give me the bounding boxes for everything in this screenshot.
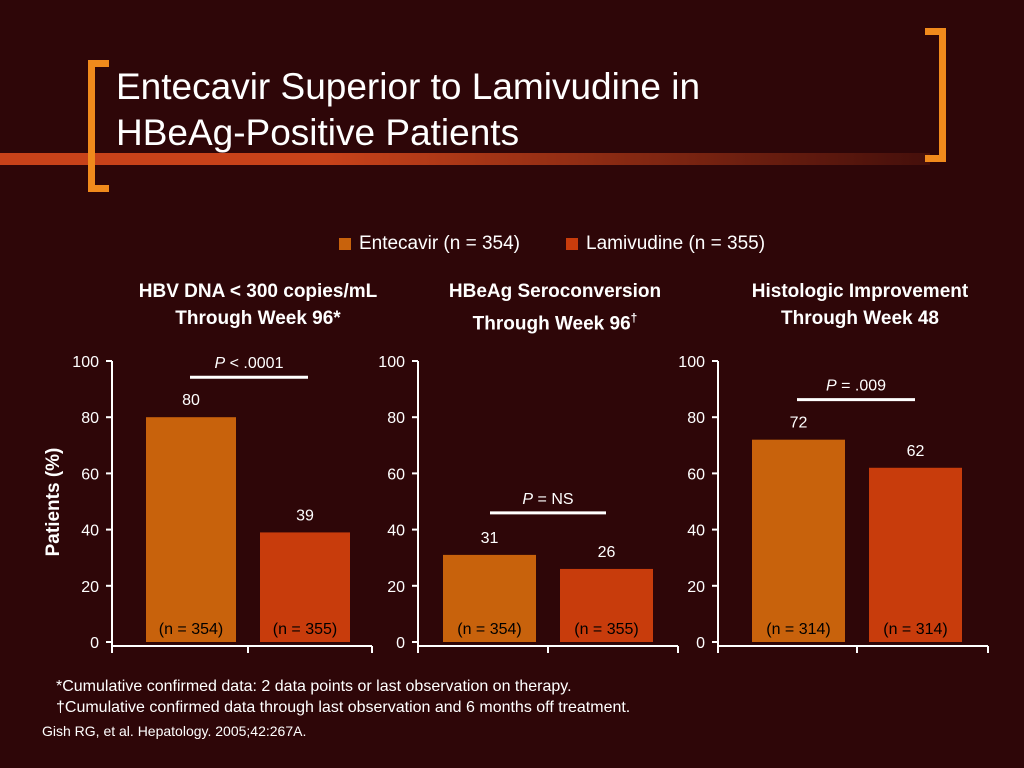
legend-label-lamivudine: Lamivudine (n = 355) [586,233,766,254]
legend-item-entecavir: Entecavir (n = 354) [338,233,521,255]
chart-2-bar-2-n-label: (n = 355) [574,621,638,638]
chart-3-bar-2-value-label: 62 [907,443,925,460]
right-bracket-decoration [925,28,946,162]
slide-title-line2: HBeAg-Positive Patients [116,112,520,153]
chart-2-y-tick-label-40: 40 [387,523,405,540]
chart-2-bar-2-value-label: 26 [598,544,616,561]
chart-1-p-value-symbol: P [215,355,226,372]
chart-2-y-tick-label-60: 60 [387,466,405,483]
footnote-1: *Cumulative confirmed data: 2 data point… [56,678,572,695]
legend-item-lamivudine: Lamivudine (n = 355) [566,233,765,255]
chart-2-p-value-label: P = NS [522,491,573,508]
chart-2-p-value-symbol: P [522,491,533,508]
chart-3-y-tick-label-20: 20 [687,579,705,596]
chart-1-bar-1-value-label: 80 [182,392,200,409]
chart-3-y-tick-label-0: 0 [696,635,705,652]
chart-legend: Entecavir (n = 354) Lamivudine (n = 355) [0,233,1024,255]
legend-swatch-lamivudine [566,238,579,250]
chart-2-bar-1-value-label: 31 [481,530,499,547]
panel-title-hbv-dna-line2: Through Week 96* [175,308,341,329]
footnotes: *Cumulative confirmed data: 2 data point… [56,676,630,718]
panel-title-hbv-dna-line1: HBV DNA < 300 copies/mL [138,281,378,302]
chart-1-y-tick-label-60: 60 [81,466,99,483]
chart-3-p-value-symbol: P [826,378,837,395]
chart-1-p-value-text: < .0001 [225,355,283,372]
title-underline-bar [0,153,930,165]
panel-title-seroconversion-line1: HBeAg Seroconversion [448,281,662,302]
chart-2-y-tick-label-100: 100 [378,354,405,371]
chart-3-y-tick-label-80: 80 [687,410,705,427]
chart-1-bar-2-value-label: 39 [296,507,314,524]
chart-3-bar-1-value-label: 72 [790,415,808,432]
citation: Gish RG, et al. Hepatology. 2005;42:267A… [42,723,307,739]
chart-1-bar-1 [146,417,236,642]
chart-2-y-tick-label-0: 0 [396,635,405,652]
chart-2-p-value-text: = NS [533,491,573,508]
chart-1-bar-2 [260,532,350,642]
chart-1-y-tick-label-80: 80 [81,410,99,427]
chart-2-y-tick-label-80: 80 [387,410,405,427]
legend-swatch-entecavir [338,238,351,250]
chart-1-bar-2-n-label: (n = 355) [273,621,337,638]
chart-1-y-tick-label-20: 20 [81,579,99,596]
footnote-2: †Cumulative confirmed data through last … [56,699,631,716]
chart-3-bar-1 [752,439,845,642]
chart-2-y-tick-label-20: 20 [387,579,405,596]
chart-2-bar-1 [443,554,536,642]
chart-3-y-tick-label-100: 100 [678,354,705,371]
panel-title-seroconversion-line2: Through Week 96† [405,305,705,337]
chart-1-y-tick-label-40: 40 [81,523,99,540]
panel-title-histologic-line1: Histologic Improvement [751,281,969,302]
dagger-superscript: † [630,311,638,325]
chart-2-bar-2 [560,568,653,642]
panel-title-seroconversion: HBeAg Seroconversion Through Week 96† [405,278,705,337]
chart-1-bar-1-n-label: (n = 354) [159,621,223,638]
chart-1-y-tick-label-0: 0 [90,635,99,652]
legend-label-entecavir: Entecavir (n = 354) [358,233,521,254]
panel-title-histologic-line2: Through Week 48 [780,308,939,329]
panel-title-hbv-dna: HBV DNA < 300 copies/mL Through Week 96* [98,278,418,332]
y-axis-title: Patients (%) [43,448,64,557]
left-bracket-decoration [88,60,109,192]
chart-3-bar-2 [869,467,962,642]
panel-title-seroconversion-line2-text: Through Week 96 [472,313,631,335]
chart-3-y-tick-label-40: 40 [687,523,705,540]
chart-3-p-value-text: = .009 [837,378,886,395]
slide-title: Entecavir Superior to Lamivudine in HBeA… [116,64,906,156]
chart-3-bar-2-n-label: (n = 314) [883,621,947,638]
chart-3-bar-1-n-label: (n = 314) [766,621,830,638]
chart-3-p-value-label: P = .009 [826,378,886,395]
chart-2-bar-1-n-label: (n = 354) [457,621,521,638]
chart-1-y-tick-label-100: 100 [72,354,99,371]
chart-3-y-tick-label-60: 60 [687,466,705,483]
panel-title-histologic: Histologic Improvement Through Week 48 [710,278,1010,332]
chart-1-p-value-label: P < .0001 [215,355,284,372]
slide-title-line1: Entecavir Superior to Lamivudine in [116,66,701,107]
